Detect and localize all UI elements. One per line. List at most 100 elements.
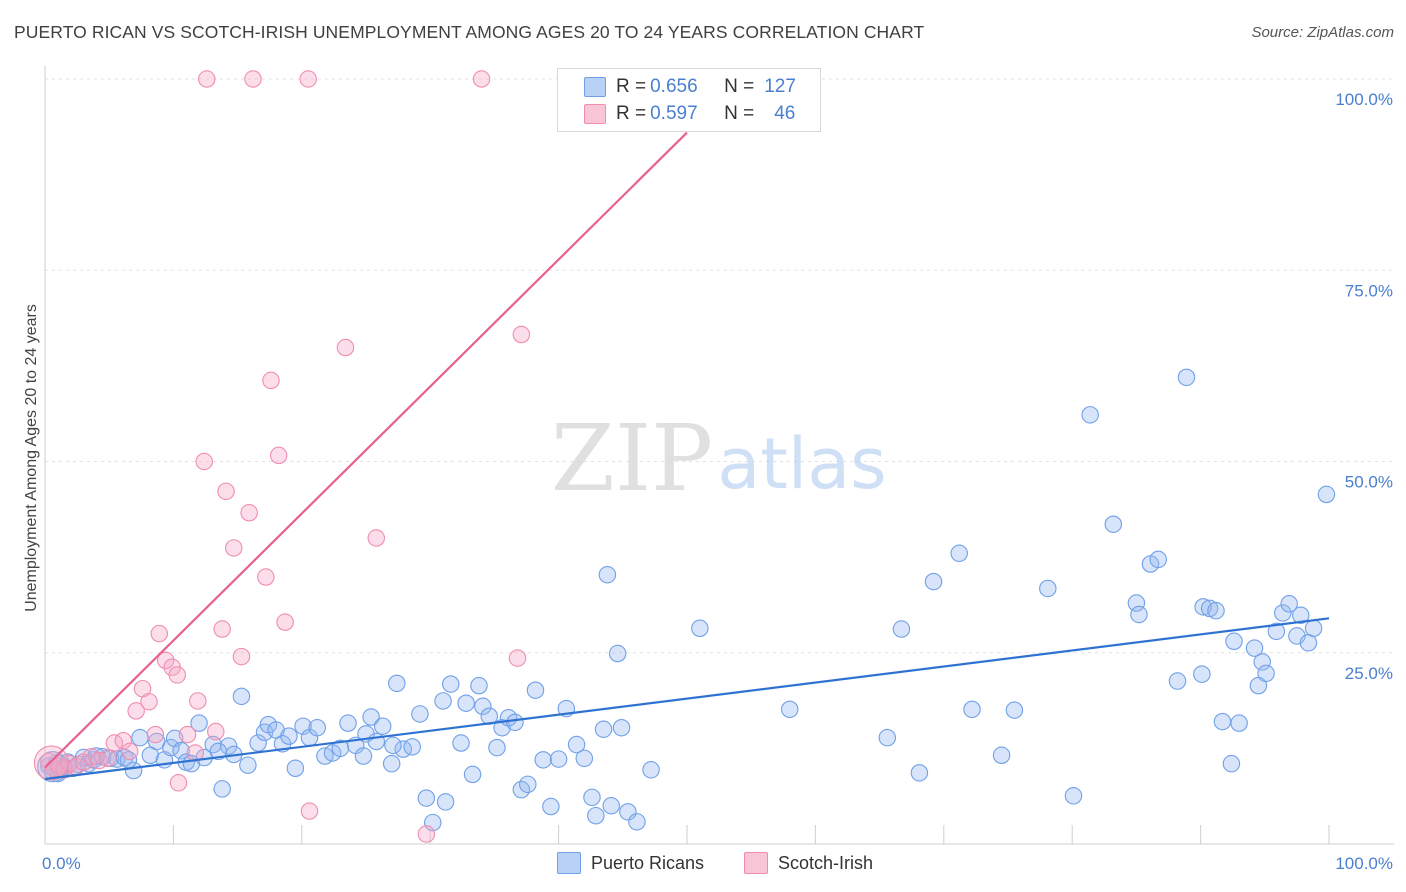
scotch-irish-point-45 <box>512 325 531 344</box>
puerto-ricans-point-129 <box>1317 485 1336 504</box>
puerto-ricans-point-105 <box>1130 605 1148 624</box>
legend-n-value-puerto-ricans: 127 <box>764 76 796 97</box>
x-tick-label-0: 0.0% <box>42 854 81 873</box>
puerto-ricans-point-99 <box>1005 701 1024 719</box>
puerto-ricans-point-61 <box>452 734 470 752</box>
scotch-irish-point-29 <box>217 482 235 501</box>
puerto-ricans-point-62 <box>457 694 475 712</box>
scotch-irish-point-24 <box>189 692 207 710</box>
chart-title: PUERTO RICAN VS SCOTCH-IRISH UNEMPLOYMEN… <box>14 22 925 42</box>
watermark: ZIP atlas <box>551 405 887 512</box>
scotch-irish-point-30 <box>224 539 243 557</box>
scotch-irish-point-43 <box>472 70 491 88</box>
puerto-ricans-point-110 <box>1193 665 1211 683</box>
puerto-ricans-point-127 <box>1299 634 1318 652</box>
puerto-ricans-point-28 <box>213 780 231 798</box>
puerto-ricans-point-103 <box>1104 515 1123 533</box>
legend-n-label: N = <box>724 103 755 124</box>
puerto-ricans-point-60 <box>441 675 460 693</box>
puerto-ricans-point-83 <box>602 796 620 815</box>
series-legend-swatch-scotch-irish <box>744 852 768 874</box>
puerto-ricans-point-64 <box>470 676 488 695</box>
puerto-ricans-point-20 <box>162 738 180 757</box>
puerto-ricans-point-107 <box>1149 550 1167 569</box>
scotch-irish-point-35 <box>262 371 280 390</box>
puerto-ricans-point-16 <box>131 728 149 747</box>
puerto-ricans-point-75 <box>542 797 560 816</box>
scotch-irish-point-13 <box>127 702 145 720</box>
scotch-irish-point-27 <box>207 722 225 741</box>
puerto-ricans-point-117 <box>1230 714 1248 732</box>
scotch-irish-point-25 <box>195 452 213 471</box>
legend-n-label: N = <box>724 76 755 97</box>
axes <box>44 66 1394 845</box>
puerto-ricans-point-79 <box>575 749 594 768</box>
puerto-ricans-point-25 <box>190 714 208 732</box>
y-tick-label-2: 75.0% <box>1345 281 1393 300</box>
puerto-ricans-point-59 <box>434 692 452 710</box>
puerto-ricans-point-65 <box>474 697 492 716</box>
puerto-ricans-point-85 <box>608 644 627 663</box>
puerto-ricans-point-82 <box>594 720 613 738</box>
puerto-ricans-point-116 <box>1225 632 1243 651</box>
puerto-ricans-trend-line <box>44 617 1330 781</box>
legend-row-puerto-ricans: R = 0.656 N = 127 <box>584 75 800 99</box>
puerto-ricans-point-42 <box>308 718 326 737</box>
series-legend: Puerto Ricans Scotch-Irish <box>0 852 1406 878</box>
puerto-ricans-point-63 <box>463 765 482 784</box>
puerto-ricans-point-128 <box>1304 619 1323 638</box>
puerto-ricans-point-113 <box>1207 601 1225 620</box>
puerto-ricans-point-123 <box>1274 604 1292 622</box>
puerto-ricans-point-88 <box>628 813 646 831</box>
legend-swatch-scotch-irish <box>584 104 606 124</box>
puerto-ricans-point-57 <box>417 789 436 807</box>
puerto-ricans-point-120 <box>1253 653 1271 671</box>
puerto-ricans-point-122 <box>1267 622 1286 641</box>
puerto-ricans-point-126 <box>1292 606 1310 625</box>
legend-r-value-puerto-ricans: 0.656 <box>650 76 698 97</box>
series-legend-puerto-ricans[interactable]: Puerto Ricans <box>557 852 704 874</box>
scotch-irish-point-33 <box>244 70 262 88</box>
puerto-ricans-point-98 <box>992 746 1011 765</box>
puerto-ricans-point-97 <box>963 700 981 719</box>
puerto-ricans-point-29 <box>219 737 238 755</box>
scotch-irish-point-41 <box>367 529 386 547</box>
puerto-ricans-point-118 <box>1245 639 1264 657</box>
puerto-ricans-point-115 <box>1222 754 1241 773</box>
legend-row-scotch-irish: R = 0.597 N = 46 <box>584 102 799 126</box>
puerto-ricans-point-136 <box>436 793 455 811</box>
scotch-irish-point-34 <box>257 568 275 586</box>
scotch-irish-point-18 <box>156 651 175 670</box>
puerto-ricans-point-32 <box>239 756 257 774</box>
puerto-ricans-point-31 <box>232 687 251 706</box>
legend-r-label: R = <box>616 76 647 97</box>
puerto-ricans-point-39 <box>286 759 305 778</box>
puerto-ricans-point-84 <box>598 565 617 584</box>
series-legend-scotch-irish[interactable]: Scotch-Irish <box>744 852 873 874</box>
puerto-ricans-point-94 <box>910 764 929 782</box>
puerto-ricans-point-87 <box>619 803 637 821</box>
puerto-ricans-point-49 <box>362 708 380 726</box>
x-tick-label-1: 100.0% <box>1335 854 1393 873</box>
puerto-ricans-point-121 <box>1257 664 1275 683</box>
scotch-irish-point-36 <box>269 446 288 465</box>
puerto-ricans-point-56 <box>411 705 429 723</box>
puerto-ricans-point-74 <box>534 751 552 769</box>
puerto-ricans-point-38 <box>280 727 298 745</box>
scotch-irish-point-26 <box>198 70 216 88</box>
puerto-ricans-point-101 <box>1064 787 1083 805</box>
series-legend-label-scotch-irish: Scotch-Irish <box>778 852 874 873</box>
puerto-ricans-point-108 <box>1168 672 1187 690</box>
puerto-ricans-point-80 <box>583 788 601 807</box>
legend-r-value-scotch-irish: 0.597 <box>650 103 698 124</box>
scotch-irish-point-38 <box>299 70 317 88</box>
watermark-zip: ZIP <box>551 405 713 512</box>
puerto-ricans-point-93 <box>892 620 911 638</box>
puerto-ricans-point-100 <box>1039 579 1057 598</box>
scotch-irish-point-37 <box>276 613 294 631</box>
scotch-irish-trend-line <box>44 131 688 769</box>
scotch-irish-point-11 <box>114 731 133 750</box>
puerto-ricans-point-124 <box>1280 595 1298 613</box>
watermark-atlas: atlas <box>717 423 886 505</box>
